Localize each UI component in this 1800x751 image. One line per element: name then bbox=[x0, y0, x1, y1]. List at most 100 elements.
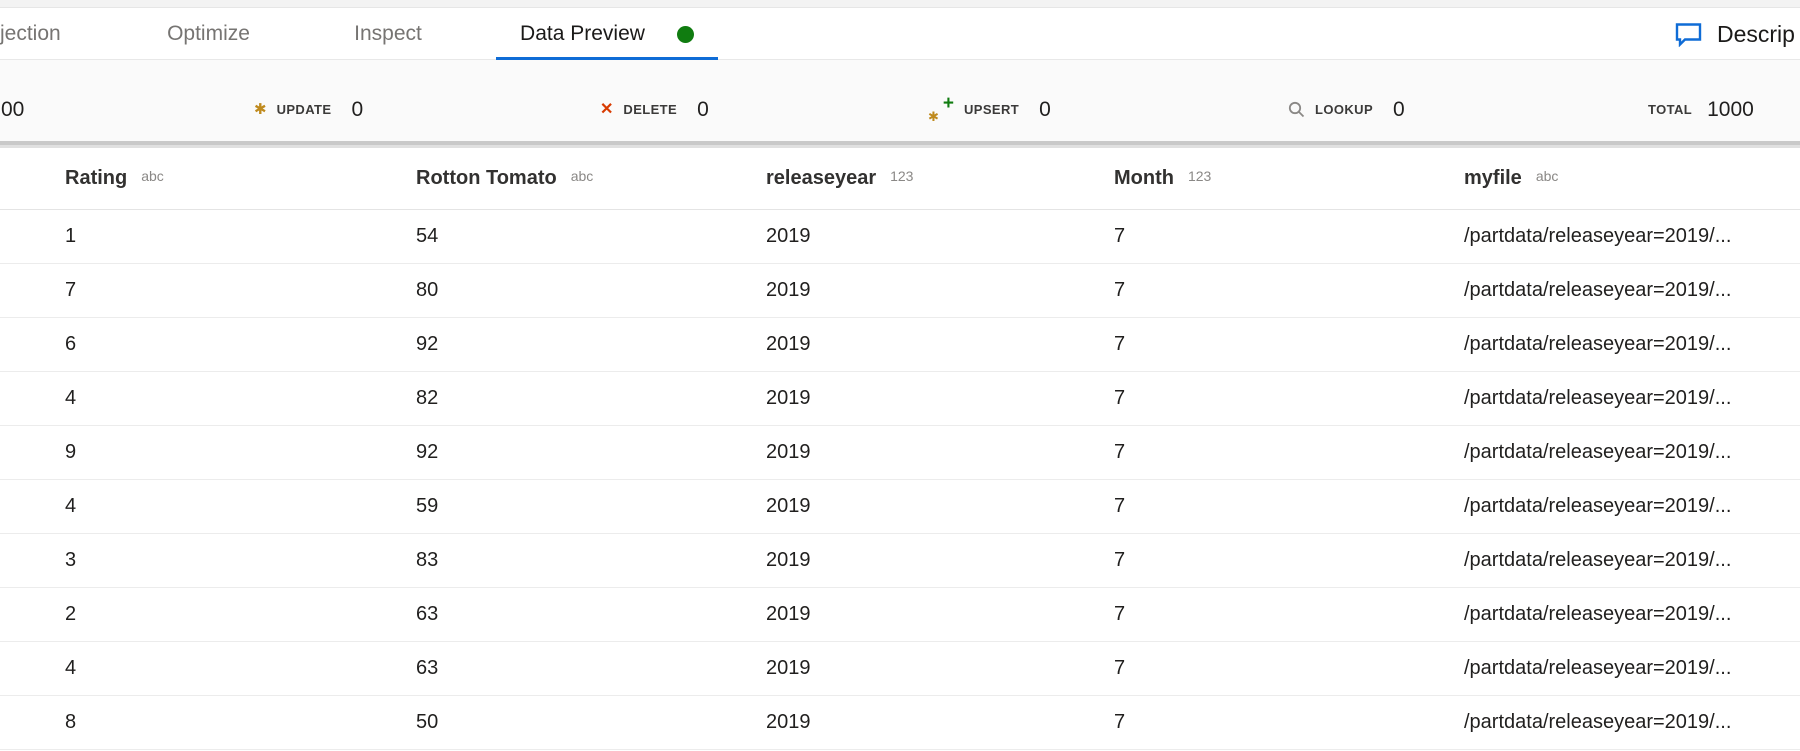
stat-upsert-label: UPSERT bbox=[964, 102, 1020, 117]
column-type-badge: abc bbox=[1535, 167, 1559, 184]
table-cell: 7 bbox=[1114, 549, 1126, 571]
table-row[interactable]: 6 92 2019 7/partdata/releaseyear=2019/... bbox=[0, 318, 1800, 372]
column-name: Rotton Tomato bbox=[416, 167, 557, 189]
data-table-header: Rating abc Rotton Tomato abc releaseyear 123 M… bbox=[0, 148, 1800, 210]
table-cell: 2019 bbox=[766, 225, 811, 247]
table-cell: /partdata/releaseyear=2019/... bbox=[1464, 441, 1732, 463]
table-cell: 2019 bbox=[766, 603, 811, 625]
dataflow-tab-bar: jection Optimize Inspect Data Preview De… bbox=[0, 8, 1800, 61]
table-row[interactable]: 4 59 2019 7/partdata/releaseyear=2019/... bbox=[0, 480, 1800, 534]
tab-data-preview-label: Data Preview bbox=[520, 22, 645, 45]
table-row[interactable]: 2 63 2019 7/partdata/releaseyear=2019/... bbox=[0, 588, 1800, 642]
column-header-rating[interactable]: Rating abc bbox=[65, 148, 416, 209]
table-cell: 8 bbox=[65, 711, 77, 733]
column-type-badge: 123 bbox=[1187, 167, 1212, 184]
table-row[interactable]: 1 54 2019 7/partdata/releaseyear=2019/... bbox=[0, 210, 1800, 264]
tab-inspect[interactable]: Inspect bbox=[324, 8, 452, 60]
tab-projection-label: jection bbox=[0, 22, 61, 45]
table-cell: /partdata/releaseyear=2019/... bbox=[1464, 711, 1732, 733]
stat-upsert: ✱ + UPSERT 0 bbox=[928, 60, 1051, 141]
magnifier-icon bbox=[1288, 101, 1305, 118]
stat-total: TOTAL 1000 bbox=[1648, 60, 1754, 141]
column-name: myfile bbox=[1464, 167, 1522, 189]
stat-lookup: LOOKUP 0 bbox=[1288, 60, 1405, 141]
table-cell: /partdata/releaseyear=2019/... bbox=[1464, 279, 1732, 301]
stat-total-value: 1000 bbox=[1707, 97, 1754, 121]
table-cell: 7 bbox=[1114, 333, 1126, 355]
column-type-badge: abc bbox=[570, 167, 594, 184]
tab-optimize[interactable]: Optimize bbox=[137, 8, 280, 60]
table-cell: 2019 bbox=[766, 333, 811, 355]
tab-projection[interactable]: jection bbox=[0, 8, 61, 60]
tab-inspect-label: Inspect bbox=[354, 22, 422, 45]
x-icon: ✕ bbox=[600, 100, 614, 118]
table-cell: 2019 bbox=[766, 549, 811, 571]
table-cell: 4 bbox=[65, 387, 77, 409]
table-cell: 2019 bbox=[766, 711, 811, 733]
table-cell: /partdata/releaseyear=2019/... bbox=[1464, 657, 1732, 679]
data-preview-status-dot bbox=[676, 25, 694, 43]
table-row[interactable]: 8 50 2019 7/partdata/releaseyear=2019/... bbox=[0, 696, 1800, 750]
table-cell: 7 bbox=[1114, 495, 1126, 517]
table-cell: 2019 bbox=[766, 441, 811, 463]
table-cell: 7 bbox=[65, 279, 77, 301]
table-cell: 7 bbox=[1114, 225, 1126, 247]
tab-data-preview[interactable]: Data Preview bbox=[496, 8, 718, 61]
stat-lookup-value: 0 bbox=[1393, 97, 1405, 121]
stat-delete: ✕ DELETE 0 bbox=[600, 60, 709, 141]
table-cell: /partdata/releaseyear=2019/... bbox=[1464, 495, 1732, 517]
table-cell: 82 bbox=[416, 387, 439, 409]
table-cell: 83 bbox=[416, 549, 439, 571]
table-cell: /partdata/releaseyear=2019/... bbox=[1464, 549, 1732, 571]
stat-delete-label: DELETE bbox=[623, 102, 678, 117]
table-row[interactable]: 3 83 2019 7/partdata/releaseyear=2019/... bbox=[0, 534, 1800, 588]
table-cell: 2019 bbox=[766, 657, 811, 679]
stat-total-label: TOTAL bbox=[1648, 102, 1693, 117]
table-cell: /partdata/releaseyear=2019/... bbox=[1464, 387, 1732, 409]
column-name: Rating bbox=[65, 167, 128, 189]
column-header-month[interactable]: Month 123 bbox=[1114, 148, 1464, 209]
preview-stats-bar: 00 ✱ UPDATE 0 ✕ DELETE 0 ✱ + UPSERT 0 LOO… bbox=[0, 60, 1800, 141]
table-cell: 80 bbox=[416, 279, 439, 301]
stat-update-value: 0 bbox=[351, 97, 364, 121]
table-cell: 7 bbox=[1114, 387, 1126, 409]
data-table-body: 1 54 2019 7/partdata/releaseyear=2019/... 7 8… bbox=[0, 210, 1800, 750]
stat-upsert-value: 0 bbox=[1039, 97, 1051, 121]
table-cell: 54 bbox=[416, 225, 439, 247]
table-cell: 50 bbox=[416, 711, 439, 733]
horizontal-scroll-track[interactable] bbox=[0, 141, 1800, 148]
table-cell: 63 bbox=[416, 603, 439, 625]
column-type-badge: 123 bbox=[890, 167, 914, 184]
column-header-myfile[interactable]: myfile abc bbox=[1464, 148, 1800, 209]
comment-icon bbox=[1675, 22, 1702, 47]
stat-update: ✱ UPDATE 0 bbox=[254, 60, 363, 141]
data-preview-table: Rating abc Rotton Tomato abc releaseyear 123 M… bbox=[0, 148, 1800, 750]
table-cell: 2 bbox=[65, 603, 77, 625]
asterisk-icon: ✱ bbox=[254, 101, 267, 118]
table-cell: 7 bbox=[1114, 657, 1126, 679]
table-row[interactable]: 4 63 2019 7/partdata/releaseyear=2019/... bbox=[0, 642, 1800, 696]
table-cell: 9 bbox=[65, 441, 77, 463]
column-header-releaseyear[interactable]: releaseyear 123 bbox=[766, 148, 1114, 209]
table-cell: 6 bbox=[65, 333, 77, 355]
active-tab-underline bbox=[496, 57, 718, 61]
table-cell: 92 bbox=[416, 441, 439, 463]
table-cell: 7 bbox=[1114, 279, 1126, 301]
table-cell: 59 bbox=[416, 495, 439, 517]
table-cell: 63 bbox=[416, 657, 439, 679]
table-cell: 92 bbox=[416, 333, 439, 355]
table-row[interactable]: 9 92 2019 7/partdata/releaseyear=2019/... bbox=[0, 426, 1800, 480]
tab-optimize-label: Optimize bbox=[167, 22, 250, 45]
stat-delete-value: 0 bbox=[697, 97, 709, 121]
insert-count-partial: 00 bbox=[1, 97, 25, 121]
table-row[interactable]: 7 80 2019 7/partdata/releaseyear=2019/... bbox=[0, 264, 1800, 318]
column-header-rotton-tomato[interactable]: Rotton Tomato abc bbox=[416, 148, 766, 209]
stat-update-label: UPDATE bbox=[276, 102, 332, 117]
description-button[interactable]: Descrip bbox=[1675, 8, 1795, 60]
table-cell: 4 bbox=[65, 657, 77, 679]
table-cell: 2019 bbox=[766, 279, 811, 301]
table-cell: 2019 bbox=[766, 495, 811, 517]
table-cell: /partdata/releaseyear=2019/... bbox=[1464, 603, 1732, 625]
description-button-label: Descrip bbox=[1717, 20, 1795, 47]
table-row[interactable]: 4 82 2019 7/partdata/releaseyear=2019/... bbox=[0, 372, 1800, 426]
